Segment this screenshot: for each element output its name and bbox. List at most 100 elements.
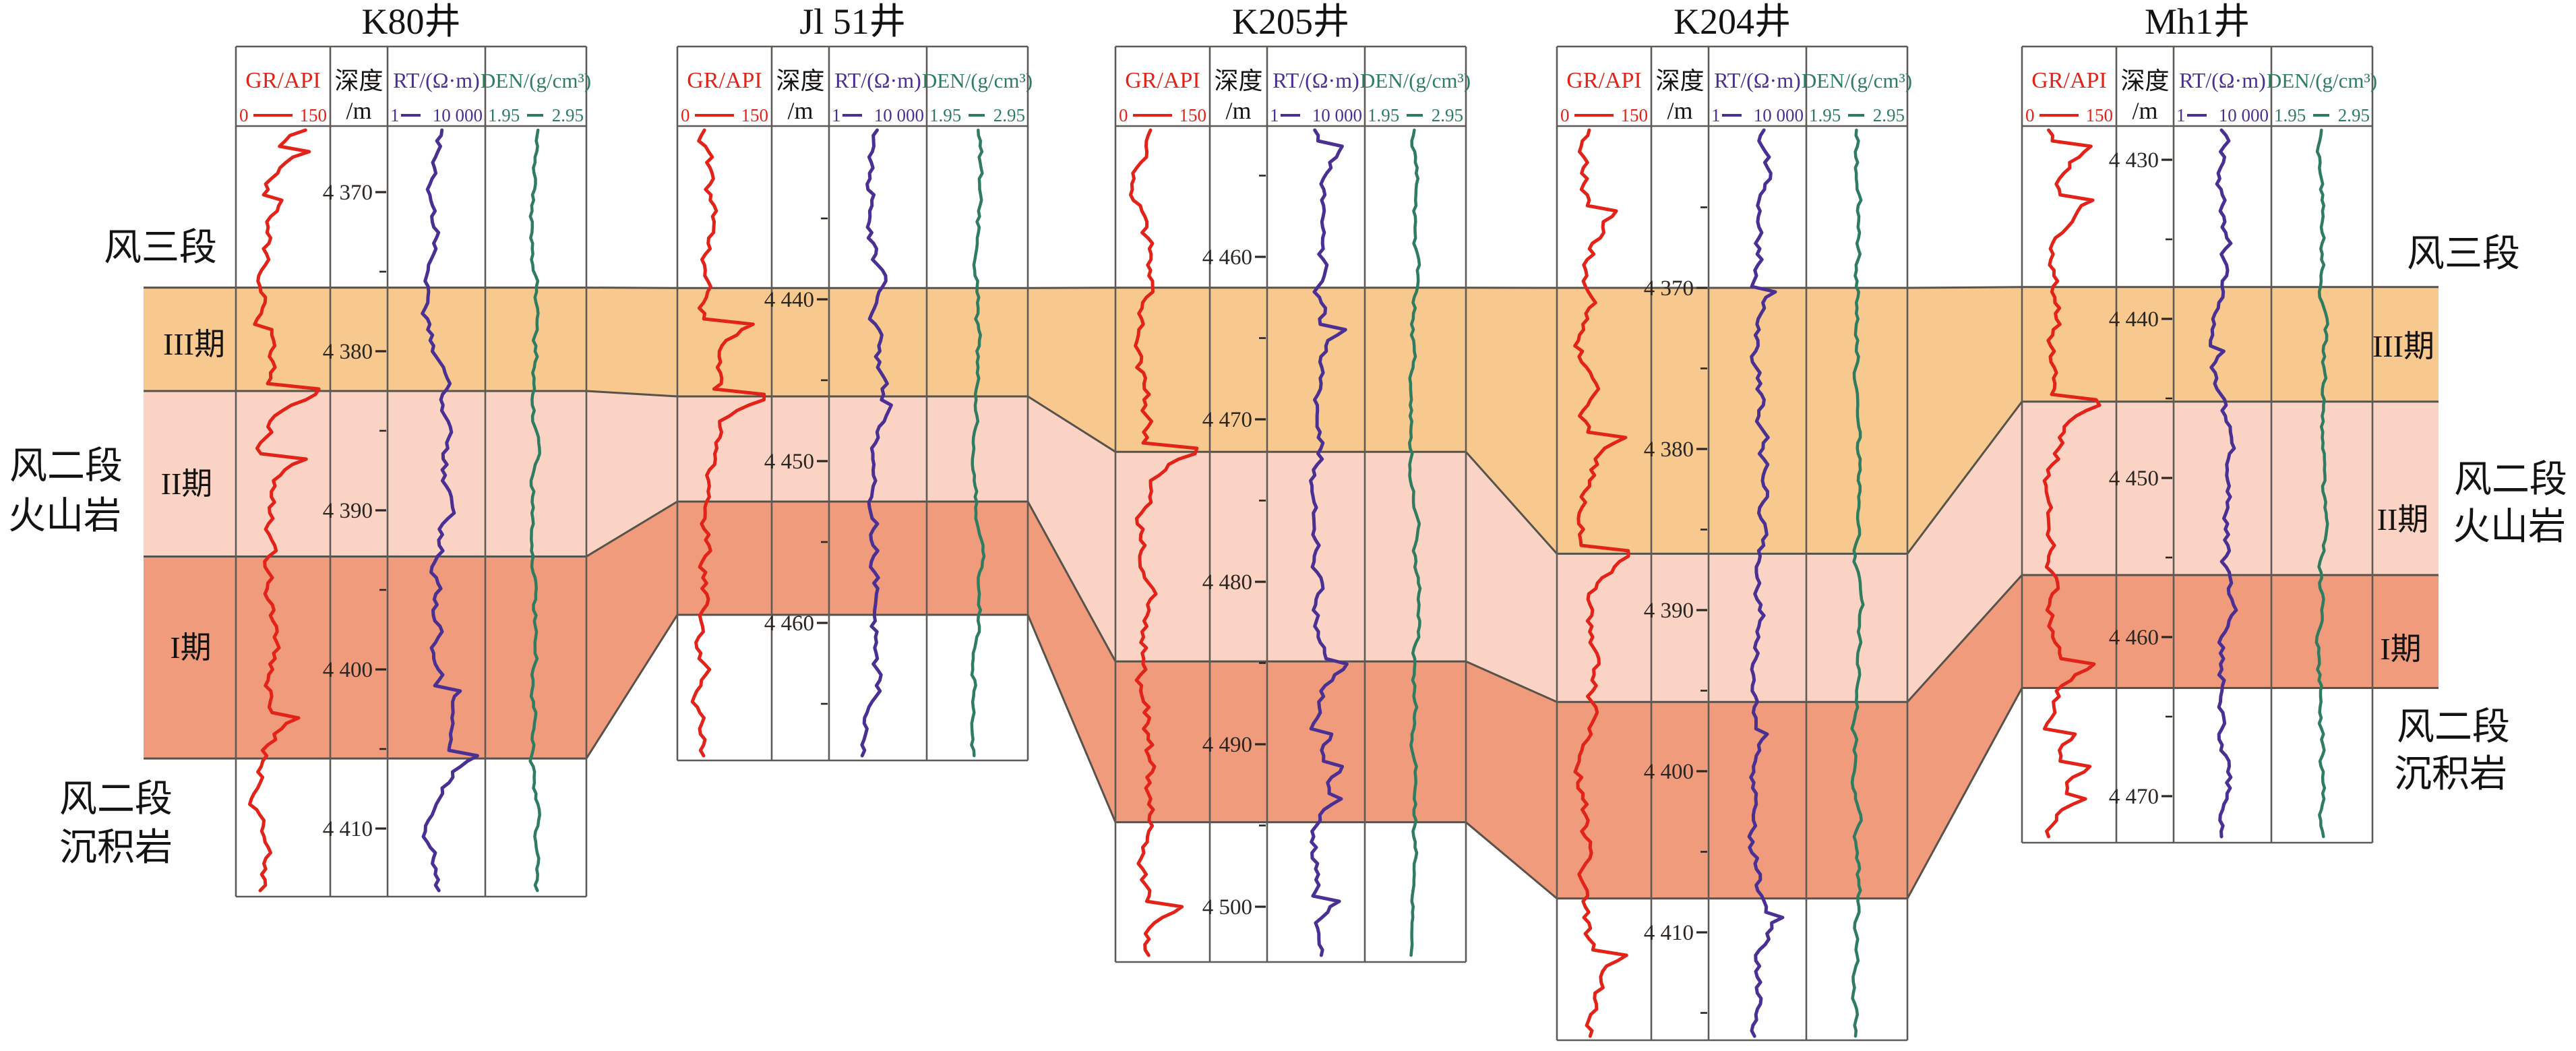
well-title: Jl 51井	[799, 1, 906, 42]
rt-track-name: RT/(Ω·m)	[393, 68, 480, 92]
den-curve	[2314, 128, 2329, 839]
well-panel-2: Jl 51井 GR/API 0 150 深度/m RT/(Ω·m) 1 10 000 DEN/(…	[676, 1, 1033, 762]
rt-track-name: RT/(Ω·m)	[1272, 68, 1359, 92]
rt-scale-max: 10 000	[433, 105, 483, 125]
gr-scale-min: 0	[1119, 105, 1128, 125]
rt-track-name: RT/(Ω·m)	[834, 68, 921, 92]
strat-label-right-fs2v-1: 风二段	[2454, 459, 2567, 501]
strat-label-left-fs2s-2: 沉积岩	[59, 827, 173, 869]
den-scale-max: 2.95	[1873, 105, 1905, 125]
depth-track-unit: /m	[346, 97, 371, 124]
strat-label-right-i: I期	[2380, 632, 2421, 666]
depth-track-unit: /m	[1225, 97, 1251, 124]
gr-scale-max: 150	[741, 105, 769, 125]
strat-label-right-fs2s-1: 风二段	[2397, 707, 2510, 748]
den-track-name: DEN/(g/cm³)	[2267, 69, 2377, 92]
depth-label: 4 390	[323, 499, 373, 523]
depth-label: 4 440	[2109, 307, 2159, 332]
log-curves	[2042, 128, 2329, 839]
rt-scale-min: 1	[1270, 105, 1279, 125]
rt-scale-min: 1	[1711, 105, 1721, 125]
strat-labels: 风三段III期风二段火山岩II期I期风二段沉积岩风三段III期风二段火山岩II期…	[8, 227, 2567, 869]
strat-label-right-iii: III期	[2372, 329, 2434, 363]
band-i-phase	[144, 502, 2439, 899]
gr-scale-min: 0	[1560, 105, 1570, 125]
den-scale-min: 1.95	[1368, 105, 1399, 125]
rt-scale-max: 10 000	[1754, 105, 1804, 125]
well-title: Mh1井	[2145, 1, 2250, 42]
den-curve	[1408, 128, 1422, 957]
depth-track-name: 深度	[1214, 67, 1262, 94]
band-iii-phase	[144, 287, 2439, 554]
well-panel-5: Mh1井 GR/API 0 150 深度/m RT/(Ω·m) 1 10 000 DEN/(g/…	[2021, 1, 2377, 844]
rt-curve	[2209, 128, 2238, 839]
rt-curve	[421, 128, 479, 893]
depth-track-name: 深度	[334, 67, 383, 94]
correlation-boundary-iii	[144, 286, 2439, 289]
well-panel-3: K205井 GR/API 0 150 深度/m RT/(Ω·m) 1 10 000 DEN/(g…	[1114, 1, 1471, 963]
correlation-boundary-ii	[144, 390, 2439, 555]
depth-label: 4 370	[323, 181, 373, 205]
gr-scale-min: 0	[681, 105, 690, 125]
depth-label: 4 390	[1644, 599, 1694, 623]
den-scale-max: 2.95	[993, 105, 1025, 125]
strat-label-right-ii: II期	[2377, 502, 2429, 537]
den-curve	[1850, 128, 1865, 1038]
depth-track-unit: /m	[787, 97, 813, 124]
den-scale-min: 1.95	[929, 105, 961, 125]
depth-label: 4 450	[764, 450, 814, 474]
depth-track-name: 深度	[776, 67, 824, 94]
correlation-boundary-i	[144, 500, 2439, 703]
den-curve	[970, 128, 986, 758]
depth-label: 4 440	[764, 288, 814, 312]
den-track-name: DEN/(g/cm³)	[481, 69, 591, 92]
strat-label-right-fs3: 风三段	[2407, 233, 2520, 275]
strat-label-left-ii: II期	[161, 467, 213, 501]
rt-scale-min: 1	[390, 105, 400, 125]
gr-curve	[1573, 128, 1630, 1038]
correlation-boundary-i_base	[144, 613, 2439, 900]
log-curves	[690, 128, 986, 758]
depth-label: 4 450	[2109, 467, 2159, 491]
depth-label: 4 460	[764, 611, 814, 636]
den-scale-max: 2.95	[2338, 105, 2370, 125]
gr-scale-min: 0	[239, 105, 249, 125]
gr-curve	[2042, 128, 2102, 839]
depth-label: 4 460	[1202, 245, 1252, 270]
depth-label: 4 370	[1644, 276, 1694, 301]
rt-scale-max: 10 000	[874, 105, 924, 125]
den-curve	[528, 128, 541, 893]
depth-label: 4 460	[2109, 626, 2159, 650]
correlation-bands	[144, 286, 2439, 900]
strat-label-left-fs2v-2: 火山岩	[8, 496, 121, 537]
gr-curve	[248, 128, 321, 893]
depth-label: 4 470	[1202, 408, 1252, 432]
depth-label: 4 410	[323, 817, 373, 841]
log-curves	[1573, 128, 1865, 1038]
rt-scale-min: 1	[2176, 105, 2186, 125]
gr-track-name: GR/API	[2031, 68, 2106, 93]
depth-label: 4 380	[323, 340, 373, 364]
strat-label-left-fs2s-1: 风二段	[59, 779, 173, 820]
depth-label: 4 490	[1202, 733, 1252, 757]
log-curves	[1129, 128, 1422, 957]
den-scale-min: 1.95	[1809, 105, 1841, 125]
depth-track-name: 深度	[1655, 67, 1704, 94]
well-title: K80井	[362, 1, 461, 42]
strat-label-right-fs2s-2: 沉积岩	[2394, 754, 2507, 795]
depth-track-unit: /m	[2132, 97, 2157, 124]
den-scale-min: 1.95	[2274, 105, 2306, 125]
gr-scale-min: 0	[2025, 105, 2035, 125]
strat-label-left-fs2v-1: 风二段	[9, 446, 123, 487]
rt-track-name: RT/(Ω·m)	[1714, 68, 1801, 92]
rt-scale-max: 10 000	[1312, 105, 1362, 125]
depth-label: 4 480	[1202, 570, 1252, 595]
rt-curve	[1309, 128, 1349, 957]
gr-scale-max: 150	[1179, 105, 1207, 125]
den-track-name: DEN/(g/cm³)	[1360, 69, 1471, 92]
depth-label: 4 380	[1644, 438, 1694, 462]
depth-label: 4 500	[1202, 895, 1252, 920]
strat-label-right-fs2v-2: 火山岩	[2453, 506, 2566, 548]
rt-scale-min: 1	[832, 105, 841, 125]
